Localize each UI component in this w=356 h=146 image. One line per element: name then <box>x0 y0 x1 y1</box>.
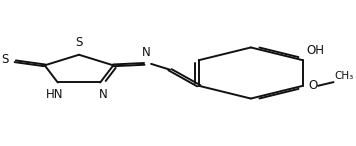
Text: CH₃: CH₃ <box>334 71 354 81</box>
Text: O: O <box>308 79 317 92</box>
Text: HN: HN <box>46 88 63 101</box>
Text: S: S <box>1 53 8 66</box>
Text: S: S <box>75 36 83 49</box>
Text: N: N <box>99 88 108 101</box>
Text: OH: OH <box>307 44 324 57</box>
Text: N: N <box>142 46 150 59</box>
